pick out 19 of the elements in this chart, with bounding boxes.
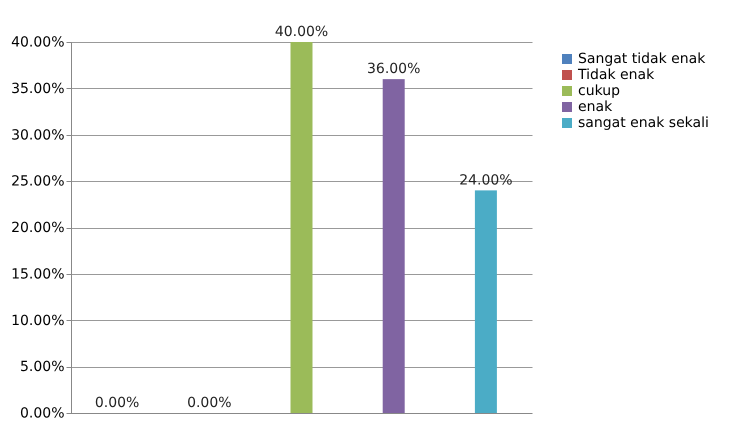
y-tick-label: 40.00%: [11, 34, 64, 50]
data-label: 24.00%: [459, 172, 513, 188]
data-label: 40.00%: [274, 24, 328, 40]
y-tick-label: 30.00%: [11, 127, 64, 144]
data-label: 36.00%: [367, 61, 420, 78]
data-label: 0.00%: [187, 395, 232, 411]
legend-label: Tidak enak: [577, 67, 656, 83]
data-label: 0.00%: [94, 395, 140, 411]
legend-label: Sangat tidak enak: [578, 51, 706, 67]
y-tick-label: 25.00%: [11, 174, 64, 190]
legend-label: sangat enak sekali: [578, 115, 709, 131]
y-tick-label: 15.00%: [11, 266, 64, 282]
y-tick-label: 35.00%: [11, 80, 64, 97]
y-tick-label: 5.00%: [20, 359, 64, 376]
y-tick-label: 20.00%: [11, 220, 64, 236]
y-tick-label: 10.00%: [11, 312, 64, 329]
y-tick-label: 0.00%: [20, 406, 64, 422]
legend-label: enak: [578, 99, 614, 115]
legend-label: cukup: [578, 83, 620, 99]
